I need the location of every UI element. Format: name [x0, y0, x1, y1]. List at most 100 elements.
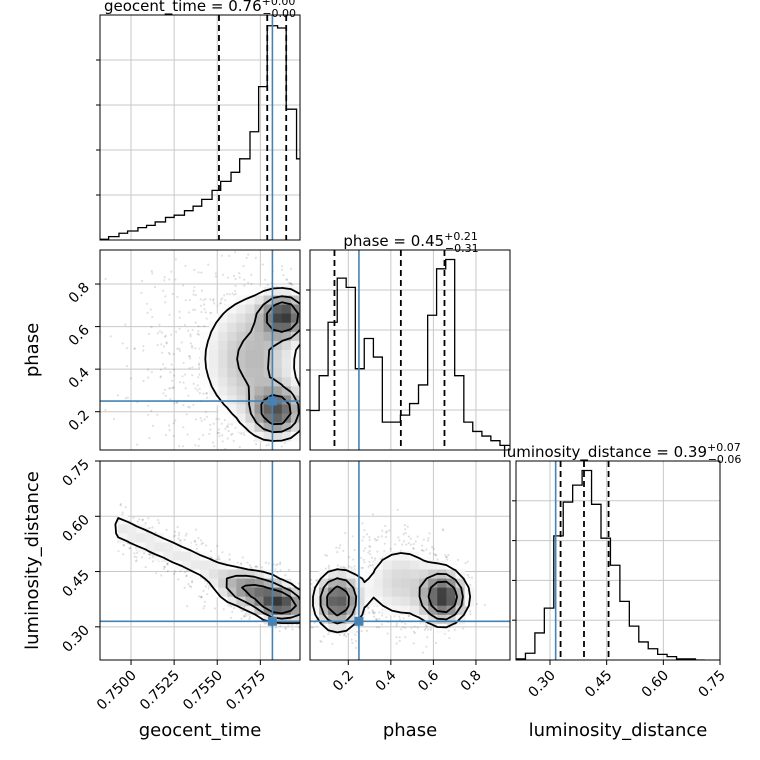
sample-point: [213, 445, 216, 448]
density-cell: [245, 596, 256, 607]
sample-point: [254, 256, 257, 259]
density-cell: [272, 596, 283, 607]
sample-point: [194, 418, 198, 421]
sample-point: [469, 613, 472, 616]
sample-point: [297, 582, 300, 585]
sample-point: [422, 538, 425, 541]
sample-point: [158, 330, 161, 333]
sample-point: [221, 297, 224, 300]
sample-point: [442, 529, 445, 532]
contour-line: [241, 584, 297, 615]
hist-step-geocent_time: [100, 25, 300, 240]
sample-point: [165, 341, 168, 344]
density-cell: [281, 605, 292, 616]
sample-point: [426, 628, 429, 631]
sample-point: [194, 387, 197, 390]
sample-point: [212, 298, 215, 301]
sample-point: [234, 284, 237, 287]
sample-point: [279, 625, 282, 628]
sample-point: [147, 517, 150, 520]
sample-point: [147, 553, 150, 556]
density-cell: [236, 596, 247, 607]
density-panel-geocent_time-luminosity_distance: [99, 460, 301, 661]
density-cell: [263, 413, 274, 424]
sample-point: [319, 639, 322, 643]
sample-point: [188, 311, 191, 314]
sample-point: [226, 292, 229, 296]
density-cell: [254, 587, 265, 598]
sample-point: [203, 325, 206, 328]
sample-point: [400, 628, 403, 631]
sample-point: [359, 556, 362, 559]
sample-point: [124, 397, 127, 400]
sample-point: [188, 298, 191, 302]
sample-point: [177, 534, 180, 537]
density-cell: [245, 322, 256, 333]
sample-point: [187, 355, 191, 358]
sample-point: [178, 347, 181, 350]
sample-point: [217, 418, 220, 421]
sample-point: [122, 543, 125, 547]
sample-point: [150, 326, 153, 329]
density-cell: [227, 331, 237, 342]
sample-point: [182, 361, 185, 364]
sample-point: [200, 311, 203, 314]
density-cell: [254, 368, 265, 378]
sample-point: [156, 344, 159, 347]
sample-point: [420, 548, 423, 552]
sample-point: [203, 308, 206, 311]
sample-point: [284, 626, 287, 629]
sample-point: [194, 321, 197, 324]
sample-point: [182, 284, 185, 287]
sample-point: [164, 394, 167, 397]
density-cell: [227, 359, 237, 369]
sample-point: [367, 551, 370, 554]
sample-point: [185, 574, 188, 577]
sample-point: [233, 607, 236, 610]
sample-point: [167, 351, 170, 354]
sample-point: [183, 323, 187, 327]
sample-point: [195, 528, 198, 531]
sample-point: [109, 335, 112, 338]
sample-point: [151, 424, 155, 427]
sample-point: [193, 268, 196, 271]
sample-point: [368, 549, 371, 553]
density-cell: [254, 331, 265, 342]
contour-line: [204, 287, 300, 442]
sample-point: [189, 333, 192, 336]
sample-point: [436, 558, 439, 561]
sample-point: [260, 566, 264, 569]
density-cell: [281, 350, 292, 360]
contours: [204, 287, 300, 442]
sample-point: [466, 560, 469, 563]
sample-point: [193, 286, 196, 289]
sample-point: [186, 433, 189, 436]
sample-point: [446, 558, 449, 561]
sample-point: [267, 443, 270, 446]
density-cell: [200, 560, 210, 571]
sample-point: [331, 642, 334, 645]
sample-point: [186, 605, 189, 608]
sample-point: [174, 419, 177, 422]
sample-point: [129, 377, 132, 380]
density-cell: [281, 431, 292, 442]
sample-point: [467, 576, 470, 579]
density-cell: [218, 377, 228, 387]
sample-point: [176, 295, 179, 298]
sample-point: [291, 283, 294, 286]
hist-panel-phase: phase = 0.45+0.21 −0.31: [306, 230, 511, 451]
sample-point: [209, 298, 212, 301]
sample-point: [283, 441, 286, 445]
density-cell: [236, 304, 247, 315]
sample-point: [254, 565, 258, 568]
density-cell: [254, 350, 265, 360]
sample-point: [234, 289, 237, 292]
density-cell: [245, 422, 256, 433]
density-cell: [190, 551, 201, 562]
density-cell: [245, 340, 256, 351]
sample-point: [199, 304, 202, 307]
sample-point: [210, 556, 213, 560]
sample-point: [225, 425, 229, 428]
density-cell: [272, 359, 283, 369]
sample-point: [255, 443, 258, 446]
